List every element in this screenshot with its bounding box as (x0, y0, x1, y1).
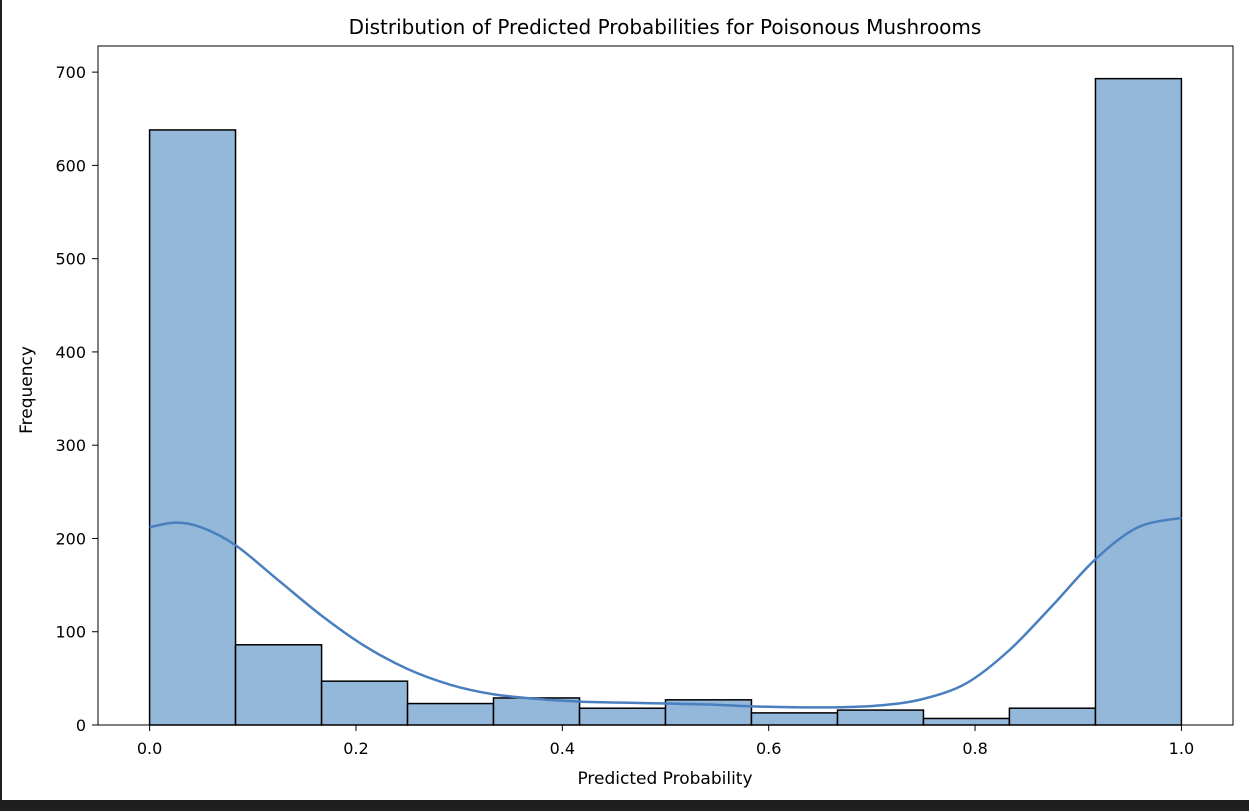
y-axis-ticks: 0 100 200 300 400 500 600 700 (55, 63, 98, 735)
x-tick-label: 0.0 (137, 739, 162, 758)
histogram-bar-11 (1008, 707, 1097, 726)
y-tick-label: 300 (55, 436, 86, 455)
histogram-bar-9 (836, 709, 925, 726)
histogram-bars (148, 77, 1183, 726)
histogram-bar-4 (406, 702, 495, 726)
chart-title: Distribution of Predicted Probabilities … (349, 15, 982, 39)
x-tick-label: 0.4 (550, 739, 575, 758)
plot-area-frame (97, 45, 1234, 726)
y-axis-label: Frequency (17, 346, 37, 434)
y-tick-label: 100 (55, 623, 86, 642)
histogram-bar-12 (1094, 77, 1183, 726)
x-tick-label: 1.0 (1169, 739, 1194, 758)
x-tick-label: 0.6 (756, 739, 781, 758)
histogram-bar-2 (234, 644, 323, 726)
x-tick-label: 0.8 (962, 739, 987, 758)
histogram-bar-8 (750, 712, 839, 726)
histogram-bar-6 (578, 707, 667, 726)
histogram-bar-3 (320, 680, 409, 726)
kde-curve (149, 516, 1182, 709)
histogram-bar-10 (922, 717, 1011, 726)
y-tick-label: 0 (76, 716, 86, 735)
y-tick-label: 600 (55, 156, 86, 175)
histogram-bar-1 (148, 129, 237, 726)
window-frame-left (0, 0, 2, 811)
y-tick-label: 200 (55, 529, 86, 548)
x-axis-label: Predicted Probability (577, 769, 752, 789)
y-tick-label: 700 (55, 63, 86, 82)
x-axis-ticks: 0.0 0.2 0.4 0.6 0.8 1.0 (137, 725, 1194, 758)
x-tick-label: 0.2 (343, 739, 368, 758)
y-tick-label: 400 (55, 343, 86, 362)
y-tick-label: 500 (55, 250, 86, 269)
window-bottom-bar (0, 800, 1249, 811)
